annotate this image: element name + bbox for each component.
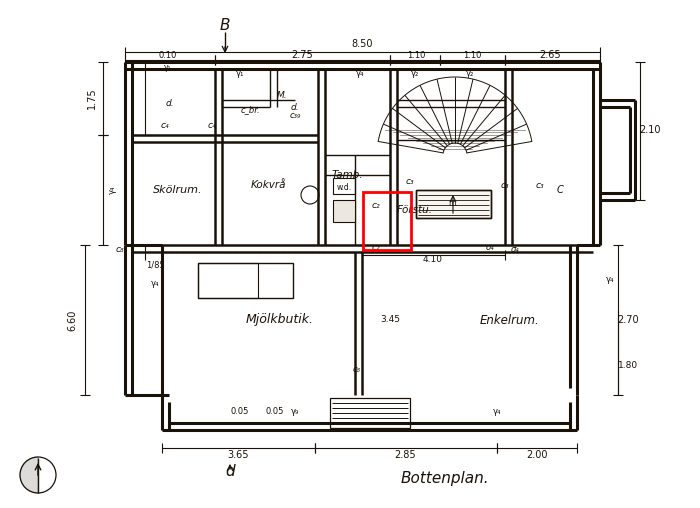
Text: 2.00: 2.00 (526, 450, 547, 460)
Text: γ₄: γ₄ (356, 70, 364, 79)
Text: 1/85: 1/85 (146, 261, 164, 270)
Text: γ₄: γ₄ (108, 186, 116, 194)
Text: d: d (225, 464, 234, 480)
Text: Enkelrum.: Enkelrum. (480, 313, 540, 327)
Text: Kokvrå: Kokvrå (251, 180, 286, 190)
Text: c₈: c₈ (116, 245, 125, 255)
Text: γ₄: γ₄ (150, 278, 160, 288)
Text: c₄: c₄ (161, 120, 169, 130)
Text: 4.10: 4.10 (423, 256, 443, 265)
Text: 2.70: 2.70 (617, 315, 639, 325)
Text: 1.10: 1.10 (463, 50, 481, 59)
Text: c₃: c₃ (406, 177, 414, 186)
Text: c₃: c₃ (500, 180, 510, 189)
Text: 3.45: 3.45 (380, 315, 400, 325)
Text: 1.75: 1.75 (87, 87, 97, 109)
Text: 0.05: 0.05 (231, 407, 249, 417)
Text: M.: M. (276, 90, 287, 100)
Text: c₃: c₃ (536, 180, 545, 189)
Text: γ₁: γ₁ (236, 70, 244, 79)
Text: 2.10: 2.10 (639, 125, 661, 135)
Text: 2.85: 2.85 (394, 450, 416, 460)
Text: σ₄: σ₄ (511, 245, 519, 255)
Bar (333, 178, 355, 194)
Text: γ₉: γ₉ (290, 407, 299, 417)
Text: d.: d. (166, 99, 174, 108)
Bar (330, 398, 410, 428)
Text: Tamb.: Tamb. (331, 170, 363, 180)
Text: c₃₉: c₃₉ (289, 111, 301, 119)
Text: C: C (556, 185, 564, 195)
Text: c₂: c₂ (372, 201, 380, 209)
Text: γ₁: γ₁ (164, 64, 172, 73)
Text: B: B (220, 17, 230, 33)
Text: c₄: c₄ (208, 120, 216, 130)
Text: d.: d. (290, 104, 300, 112)
Polygon shape (20, 457, 38, 493)
Text: 1.80: 1.80 (618, 361, 638, 369)
Text: σ₄: σ₄ (486, 243, 494, 252)
Text: 0.05: 0.05 (266, 407, 284, 417)
Text: γ₄: γ₄ (606, 275, 615, 284)
Text: γ₂: γ₂ (411, 70, 419, 79)
Text: Bottenplan.: Bottenplan. (400, 470, 489, 486)
Text: c_br.: c_br. (240, 106, 260, 114)
Text: w.d.: w.d. (337, 182, 351, 192)
Text: 0.10: 0.10 (159, 50, 177, 59)
Text: 6.60: 6.60 (67, 309, 77, 331)
Text: Mjölkbutik.: Mjölkbutik. (246, 313, 314, 327)
Text: m.: m. (448, 200, 458, 208)
Text: 1.10: 1.10 (407, 50, 425, 59)
Text: Förstü.: Förstü. (397, 205, 433, 215)
Text: 2.65: 2.65 (539, 50, 561, 60)
Bar (198, 263, 293, 298)
Bar (363, 192, 411, 250)
Text: 8.50: 8.50 (351, 39, 372, 49)
Text: 3.65: 3.65 (228, 450, 248, 460)
Text: Skölrum.: Skölrum. (153, 185, 203, 195)
Text: c₂: c₂ (372, 243, 380, 252)
Bar (416, 190, 491, 218)
Bar (198, 263, 258, 298)
Text: γ₂: γ₂ (466, 70, 474, 79)
Text: γ₄: γ₄ (493, 407, 501, 417)
Text: c₈: c₈ (353, 365, 361, 374)
Bar (333, 200, 355, 222)
Text: 2.75: 2.75 (291, 50, 313, 60)
